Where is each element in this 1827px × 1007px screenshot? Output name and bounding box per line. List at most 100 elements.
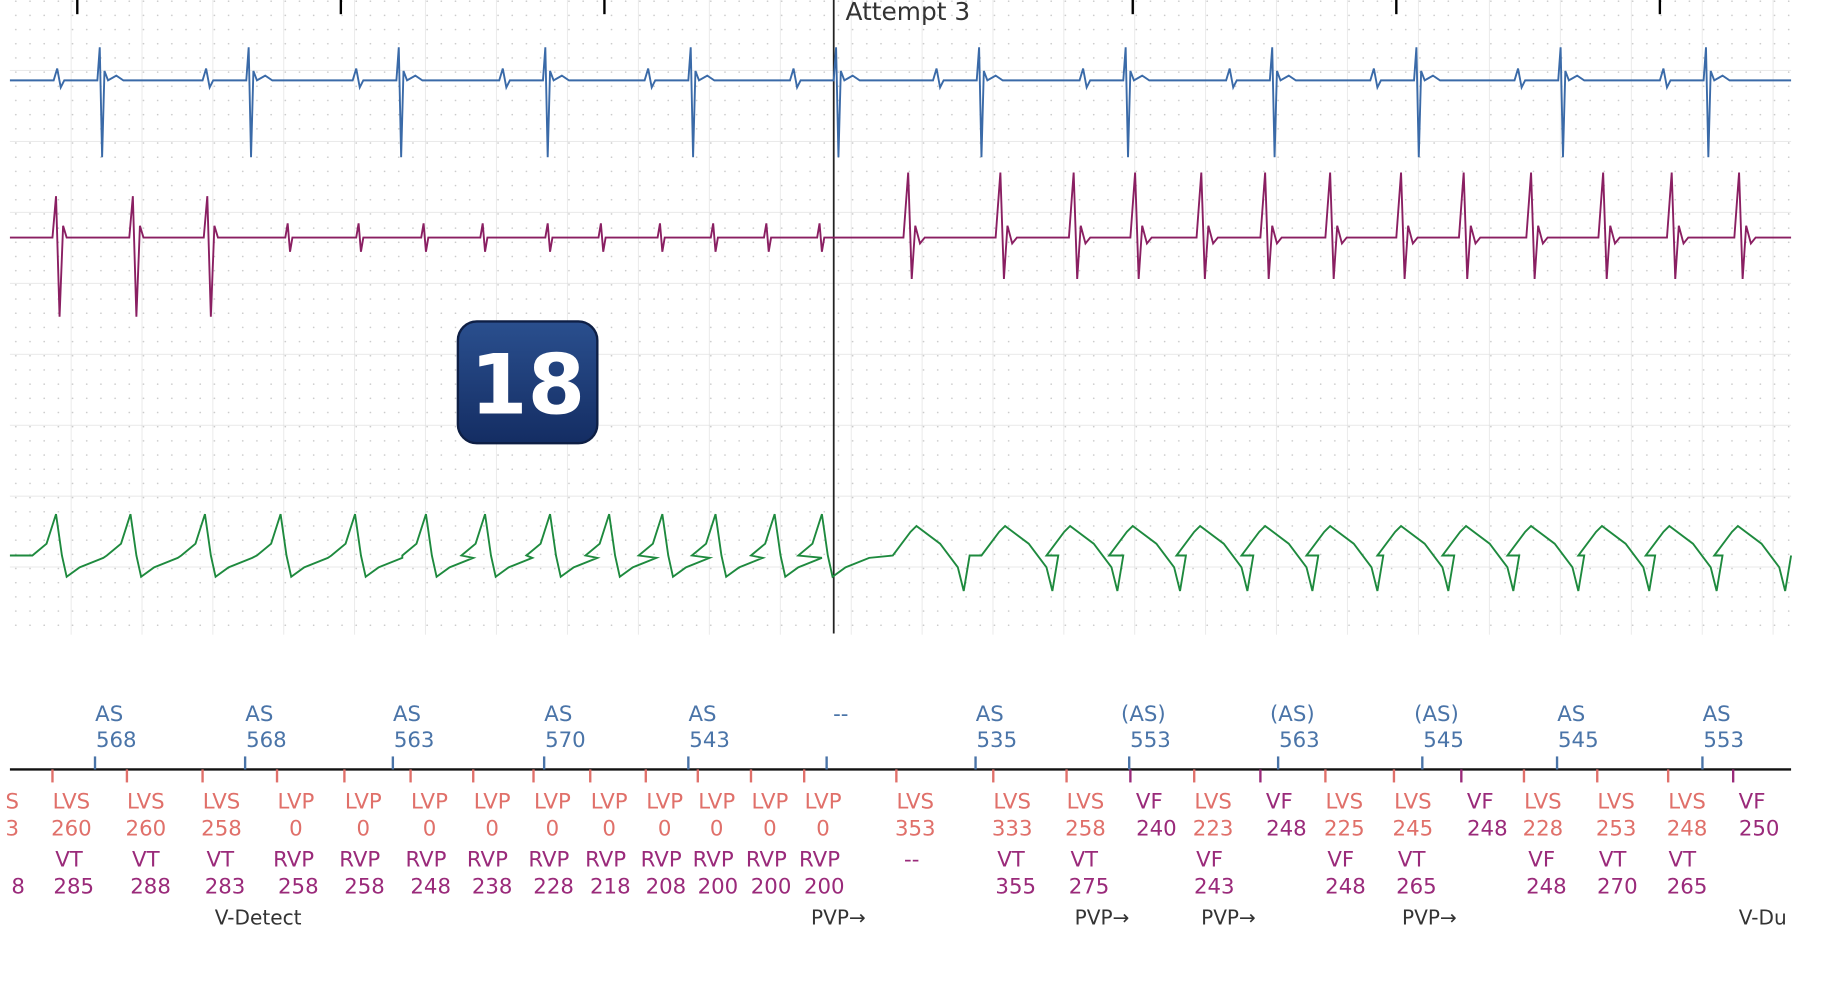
rv-label: VT <box>997 847 1026 872</box>
lv-label: LVS <box>1394 789 1432 814</box>
lv-label: LVP <box>751 789 788 814</box>
rv-interval: 200 <box>698 875 739 900</box>
lv-interval: 223 <box>1193 817 1234 842</box>
rv-interval: 218 <box>590 875 631 900</box>
rv-interval: 200 <box>751 875 792 900</box>
lv-interval: 3 <box>6 817 20 842</box>
rv-interval: 248 <box>1526 875 1567 900</box>
lv-label: LVP <box>646 789 683 814</box>
atrial-interval: 553 <box>1703 728 1744 753</box>
lv-interval: 0 <box>816 817 830 842</box>
lv-label: LVS <box>203 789 241 814</box>
lv-label: LVS <box>127 789 165 814</box>
lv-label: LVS <box>993 789 1031 814</box>
rv-interval: 270 <box>1597 875 1638 900</box>
lv-interval: 0 <box>485 817 499 842</box>
shock-egm <box>9 513 1793 592</box>
rv-interval: 238 <box>472 875 513 900</box>
badge <box>456 320 599 445</box>
annotation: V-Detect <box>215 905 302 929</box>
lv-interval: 260 <box>126 817 167 842</box>
rv-label: RVP <box>405 847 446 872</box>
time-ticks <box>76 0 1662 15</box>
rv-label: RVP <box>641 847 682 872</box>
rv-label: VT <box>55 847 84 872</box>
rv-interval: 248 <box>410 875 451 900</box>
lv-interval: 0 <box>658 817 672 842</box>
attempt-label: Attempt 3 <box>846 0 971 26</box>
lv-interval: 248 <box>1467 817 1508 842</box>
atrial-label: AS <box>95 702 123 727</box>
annotation: PVP→ <box>1075 905 1130 929</box>
rv-interval: 355 <box>995 875 1036 900</box>
atrial-label: AS <box>1703 702 1731 727</box>
lv-label: LVS <box>1597 789 1635 814</box>
lv-label: LVP <box>411 789 448 814</box>
rv-interval: 258 <box>278 875 319 900</box>
lv-label: LVP <box>805 789 842 814</box>
lv-interval: 260 <box>51 817 92 842</box>
lv-label: LVP <box>345 789 382 814</box>
rv-label: VF <box>1528 847 1555 872</box>
rv-label: VF <box>1196 847 1223 872</box>
atrial-egm <box>9 47 1792 158</box>
rv-interval: 265 <box>1396 875 1437 900</box>
lv-label: LVS <box>1668 789 1706 814</box>
lv-label: VF <box>1467 789 1494 814</box>
rv-label: RVP <box>339 847 380 872</box>
lv-label: VF <box>1266 789 1293 814</box>
rv-label: RVP <box>585 847 626 872</box>
lv-interval: 245 <box>1393 817 1434 842</box>
rv-label: RVP <box>528 847 569 872</box>
lv-interval: 248 <box>1667 817 1708 842</box>
lv-label: LVS <box>1194 789 1232 814</box>
rv-label: RVP <box>467 847 508 872</box>
lv-label: LVS <box>1067 789 1105 814</box>
atrial-label: AS <box>976 702 1004 727</box>
rv-label: 8 <box>11 875 25 900</box>
atrial-label: -- <box>833 702 848 727</box>
lv-interval: 258 <box>201 817 242 842</box>
rv-interval: 248 <box>1325 875 1366 900</box>
annotation: PVP→ <box>1201 905 1256 929</box>
atrial-label: AS <box>393 702 421 727</box>
annotation: V-Du <box>1739 905 1787 929</box>
rv-label: VT <box>207 847 236 872</box>
rv-label: VT <box>1071 847 1100 872</box>
rv-label: VT <box>132 847 161 872</box>
lv-interval: 0 <box>602 817 616 842</box>
lv-interval: 0 <box>357 817 371 842</box>
rv-label: -- <box>904 847 919 872</box>
lv-label: LVP <box>277 789 314 814</box>
rv-interval: 243 <box>1194 875 1235 900</box>
rv-interval: 285 <box>53 875 94 900</box>
rv-label: VT <box>1599 847 1628 872</box>
atrial-interval: 545 <box>1423 728 1464 753</box>
lv-interval: 248 <box>1266 817 1307 842</box>
atrial-interval: 545 <box>1558 728 1599 753</box>
annotation: PVP→ <box>1402 905 1457 929</box>
atrial-interval: 543 <box>689 728 730 753</box>
rv-interval: 200 <box>804 875 845 900</box>
rv-interval: 265 <box>1667 875 1708 900</box>
grid-lines <box>9 0 1792 635</box>
lv-interval: 225 <box>1324 817 1365 842</box>
lv-label: S <box>6 789 20 814</box>
lv-label: LVS <box>1326 789 1364 814</box>
atrial-label: AS <box>1557 702 1585 727</box>
lv-interval: 250 <box>1739 817 1780 842</box>
atrial-label: AS <box>544 702 572 727</box>
annotation: PVP→ <box>811 905 866 929</box>
rv-label: RVP <box>273 847 314 872</box>
rv-interval: 283 <box>205 875 246 900</box>
atrial-interval: 568 <box>246 728 287 753</box>
lv-interval: 240 <box>1136 817 1177 842</box>
rv-interval: 208 <box>646 875 687 900</box>
rv-interval: 275 <box>1069 875 1110 900</box>
lv-interval: 0 <box>423 817 437 842</box>
lv-label: LVP <box>591 789 628 814</box>
lv-label: LVS <box>896 789 934 814</box>
rv-label: RVP <box>746 847 787 872</box>
